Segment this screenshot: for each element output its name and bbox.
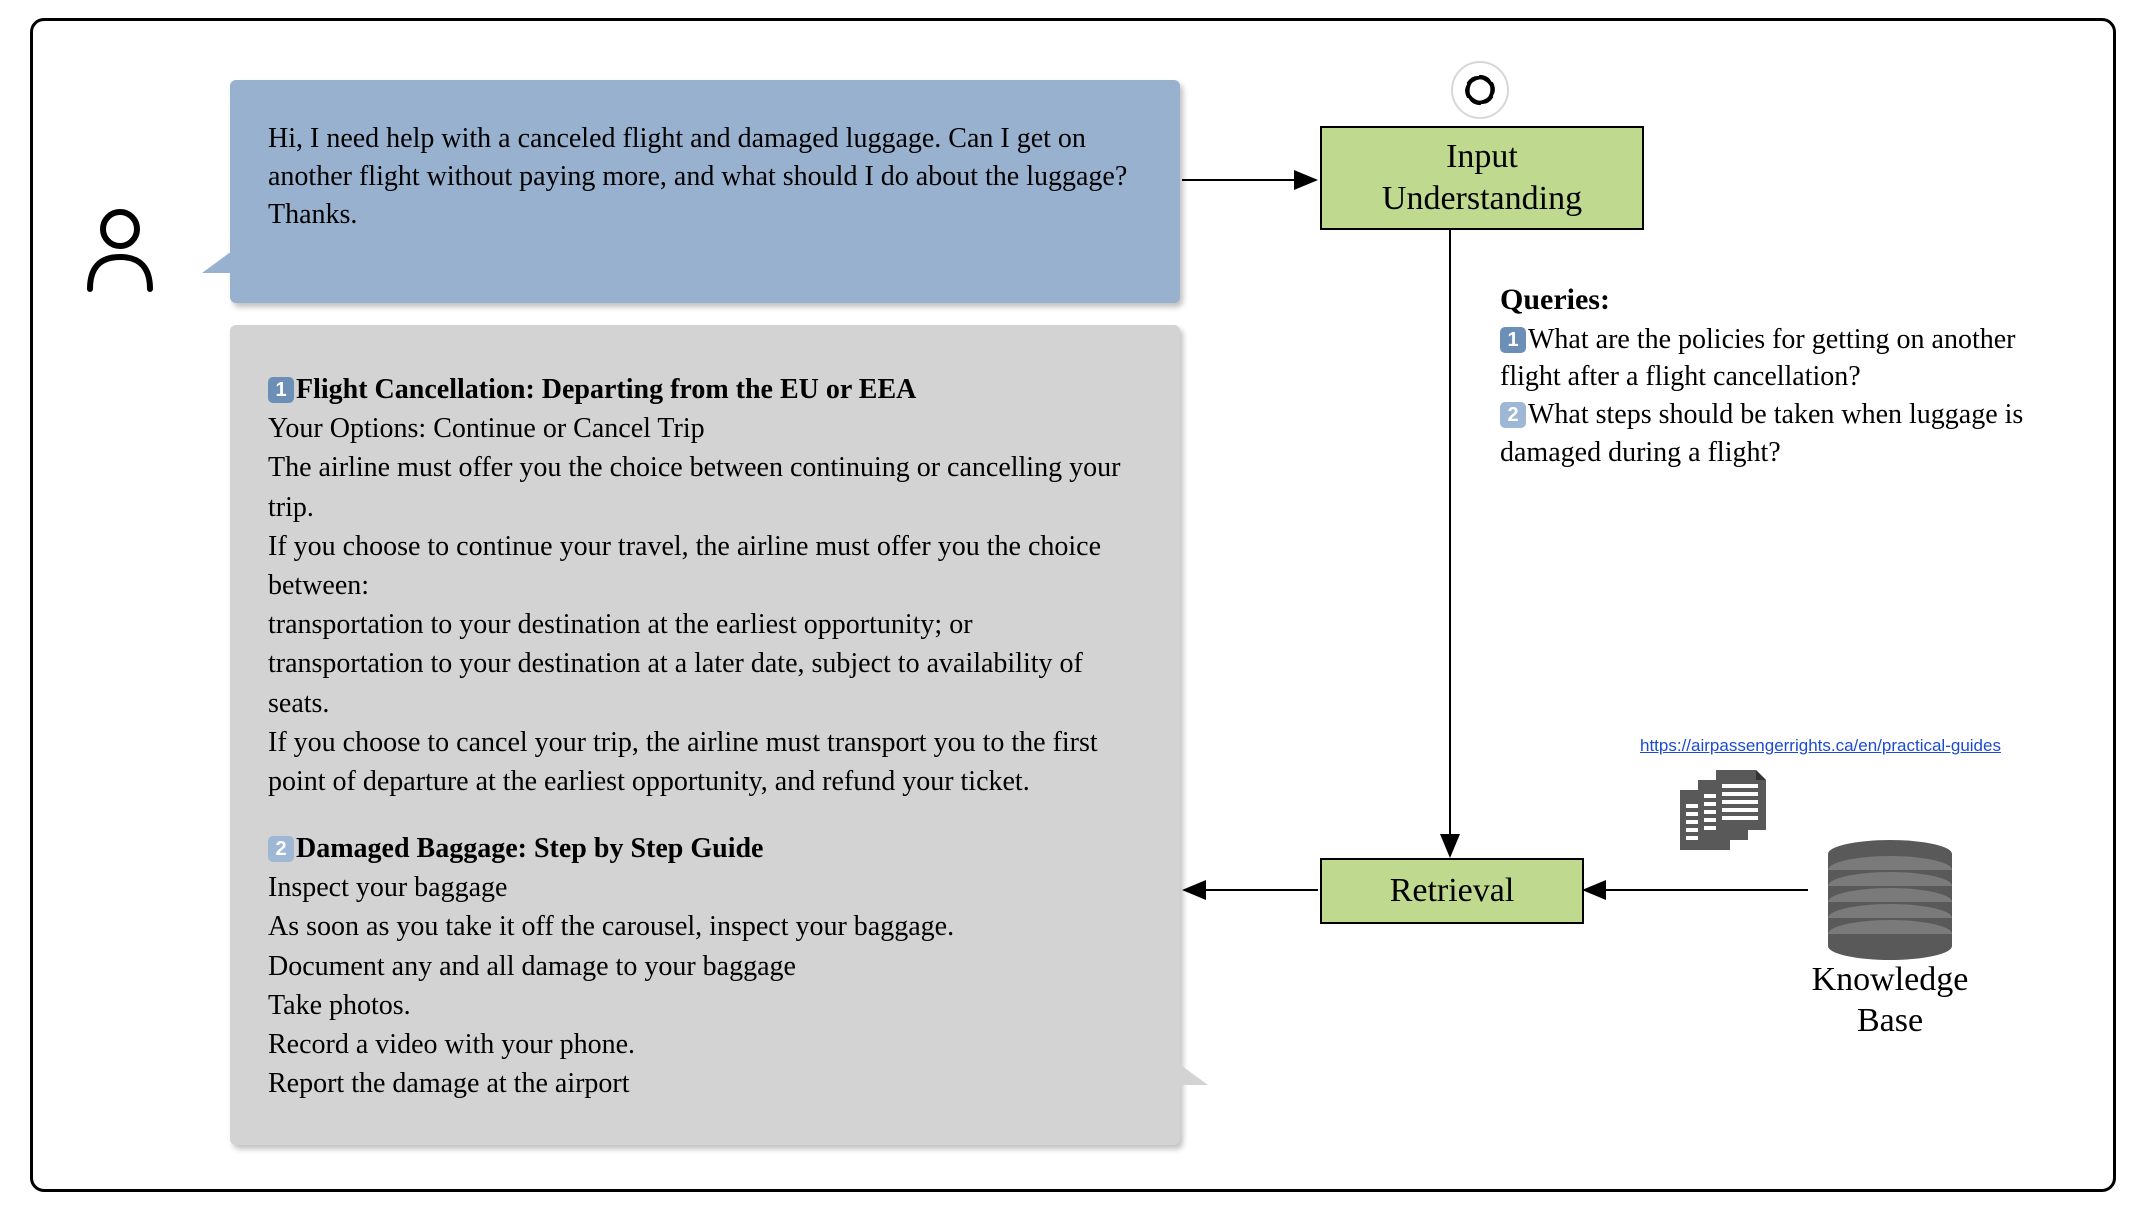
query1-text: What are the policies for getting on ano…	[1500, 324, 2015, 393]
doc1-title: Flight Cancellation: Departing from the …	[296, 374, 916, 405]
doc1-line: If you choose to cancel your trip, the a…	[268, 723, 1142, 801]
retrieved-doc-1: 1Flight Cancellation: Departing from the…	[268, 370, 1142, 801]
node-input-label: Input Understanding	[1382, 136, 1582, 221]
badge-q2-icon: 2	[1500, 402, 1526, 428]
documents-icon	[1680, 770, 1780, 865]
diagram-canvas: Hi, I need help with a canceled flight a…	[0, 0, 2146, 1210]
node-input-understanding: Input Understanding	[1320, 126, 1644, 230]
doc1-line: The airline must offer you the choice be…	[268, 448, 1142, 526]
doc2-line: Take photos.	[268, 986, 1142, 1025]
queries-title: Queries:	[1500, 280, 2060, 321]
badge-1-icon: 1	[268, 377, 294, 403]
user-message-bubble: Hi, I need help with a canceled flight a…	[230, 80, 1180, 303]
kb-label: Knowledge Base	[1760, 960, 2020, 1042]
node-retrieval: Retrieval	[1320, 858, 1584, 924]
doc2-line: Document any and all damage to your bagg…	[268, 947, 1142, 986]
queries-block: Queries: 1What are the policies for gett…	[1500, 280, 2060, 472]
doc1-line: transportation to your destination at a …	[268, 644, 1142, 722]
doc2-line: Inspect your baggage	[268, 868, 1142, 907]
database-icon	[1820, 840, 1960, 965]
doc2-title: Damaged Baggage: Step by Step Guide	[296, 833, 763, 864]
doc1-line: If you choose to continue your travel, t…	[268, 527, 1142, 605]
doc2-line: Report the damage at the airport	[268, 1064, 1142, 1103]
badge-q1-icon: 1	[1500, 327, 1526, 353]
user-message-text: Hi, I need help with a canceled flight a…	[268, 123, 1127, 230]
doc2-line: As soon as you take it off the carousel,…	[268, 907, 1142, 946]
spacer	[268, 801, 1142, 829]
openai-icon	[1450, 60, 1510, 125]
query-item-1: 1What are the policies for getting on an…	[1500, 321, 2060, 397]
query-item-2: 2What steps should be taken when luggage…	[1500, 396, 2060, 472]
user-icon	[80, 205, 160, 300]
query2-text: What steps should be taken when luggage …	[1500, 399, 2023, 468]
node-retrieval-label: Retrieval	[1390, 870, 1515, 913]
retrieved-doc-2: 2Damaged Baggage: Step by Step Guide Ins…	[268, 829, 1142, 1103]
doc2-line: Record a video with your phone.	[268, 1025, 1142, 1064]
retrieved-docs-bubble: 1Flight Cancellation: Departing from the…	[230, 325, 1180, 1145]
doc1-line: transportation to your destination at th…	[268, 605, 1142, 644]
doc1-line: Your Options: Continue or Cancel Trip	[268, 409, 1142, 448]
badge-2-icon: 2	[268, 836, 294, 862]
kb-source-link[interactable]: https://airpassengerrights.ca/en/practic…	[1640, 736, 2001, 756]
